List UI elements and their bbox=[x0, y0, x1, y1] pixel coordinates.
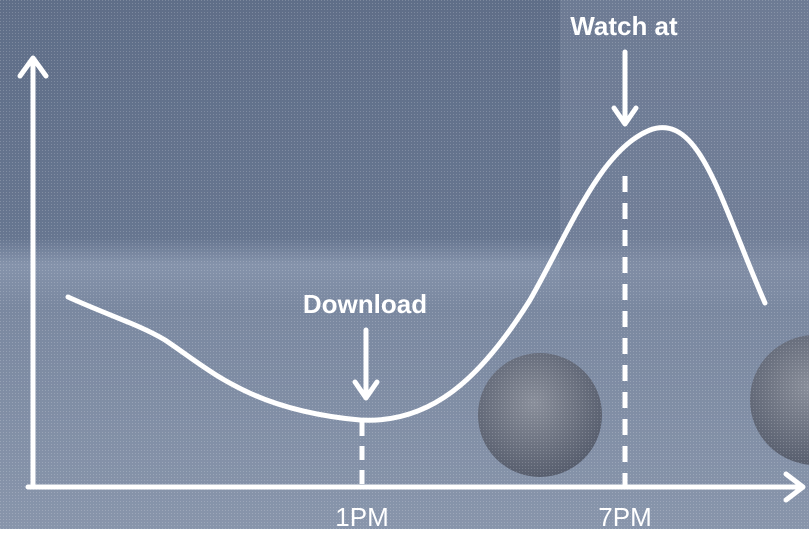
arrow-head bbox=[611, 105, 639, 127]
x-label: 1PM bbox=[335, 502, 388, 529]
y-axis-arrow bbox=[17, 55, 49, 79]
x-label: 7PM bbox=[598, 502, 651, 529]
curve bbox=[65, 125, 768, 423]
arrow-head bbox=[352, 379, 380, 401]
x-axis-arrow bbox=[783, 471, 806, 503]
annotation: Download bbox=[303, 289, 427, 319]
annotation: Watch at bbox=[570, 11, 678, 41]
